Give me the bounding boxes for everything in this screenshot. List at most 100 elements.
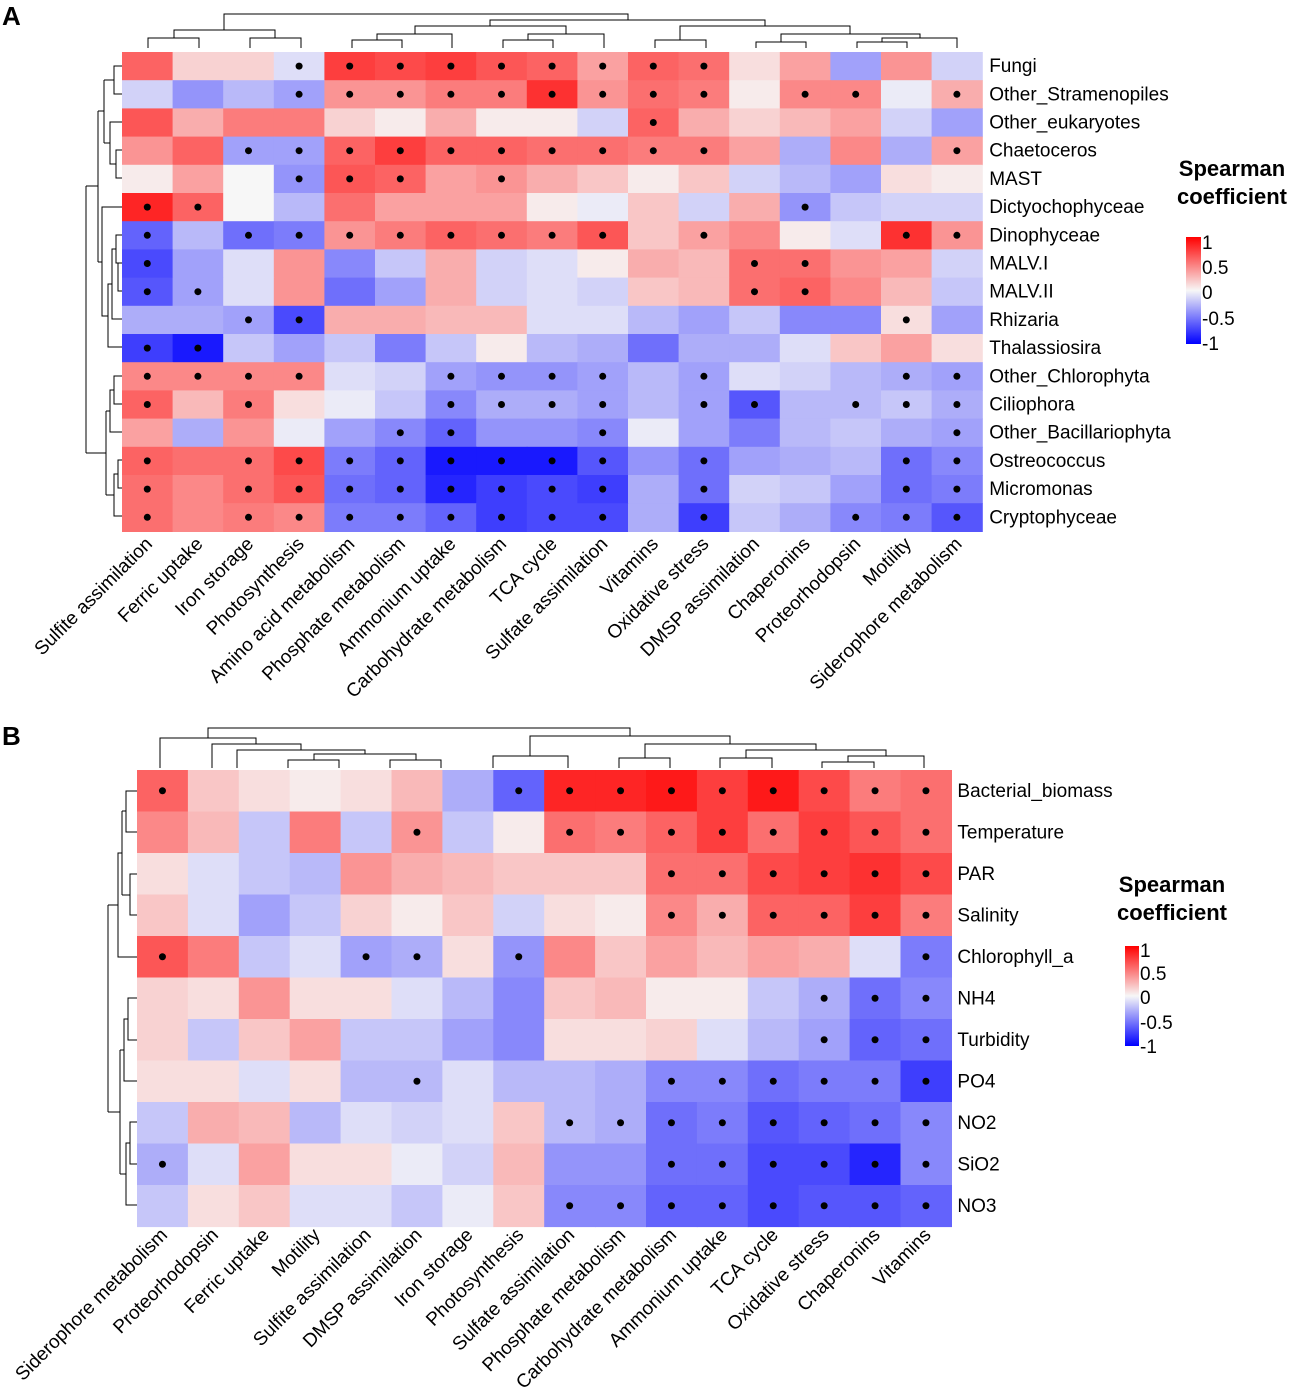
cell-temperature-motility	[289, 811, 342, 854]
significance-dot-ostreococcus-amino-acid-metabolism	[346, 457, 354, 465]
significance-dot-other-stramenopiles-siderophore-metabolism	[953, 90, 961, 98]
cell-par-dmsp-assimilation	[391, 853, 443, 896]
cell-par-phosphate-metabolism	[595, 853, 647, 896]
significance-dot-ostreococcus-sulfate-assimilation	[599, 457, 607, 465]
cell-other-eukaryotes-amino-acid-metabolism	[324, 108, 376, 138]
heatmap-b-legend: Spearman coefficient 1 0.5 0 -0.5 -1	[1117, 872, 1228, 1058]
significance-dot-ostreococcus-siderophore-metabolism	[953, 457, 961, 465]
legend-a-tick-1: 1	[1202, 233, 1213, 254]
significance-dot-bacterial-biomass-oxidative-stress	[820, 787, 828, 795]
cell-chlorophyll-a-ferric-uptake	[238, 936, 291, 979]
heatmap-a-column-dendrogram	[147, 13, 958, 48]
cell-no3-ferric-uptake	[238, 1185, 291, 1228]
significance-dot-other-stramenopiles-tca-cycle	[548, 90, 556, 98]
significance-dot-ciliophora-iron-storage	[245, 401, 252, 408]
panel-label-a: A	[2, 1, 21, 31]
significance-dot-ostreococcus-phosphate-metabolism	[396, 457, 404, 465]
row-label-salinity: Salinity	[957, 905, 1019, 926]
cell-dictyochophyceae-photosynthesis	[273, 193, 325, 222]
significance-dot-other-bacillariophyta-phosphate-metabolism	[396, 429, 404, 437]
cell-dictyochophyceae-phosphate-metabolism	[375, 193, 427, 222]
legend-b-tick-0.5: 0.5	[1140, 964, 1166, 985]
cell-rhizaria-chaperonins	[779, 305, 831, 335]
significance-dot-temperature-vitamins	[922, 828, 930, 836]
cell-other-eukaryotes-motility	[881, 108, 933, 138]
significance-dot-dictyochophyceae-sulfite-assimilation	[143, 203, 151, 211]
cell-malv-i-ammonium-uptake	[425, 249, 477, 279]
significance-dot-fungi-oxidative-stress	[700, 62, 708, 70]
significance-dot-no3-carbohydrate-metabolism	[667, 1202, 675, 1210]
cell-other-eukaryotes-oxidative-stress	[678, 108, 730, 138]
significance-dot-no3-ammonium-uptake	[718, 1202, 726, 1210]
cell-chlorophyll-a-phosphate-metabolism	[595, 936, 647, 979]
cell-dictyochophyceae-proteorhodopsin	[830, 193, 882, 222]
row-label-sio2: SiO2	[957, 1154, 999, 1175]
cell-sio2-proteorhodopsin	[187, 1143, 240, 1186]
cell-thalassiosira-sulfate-assimilation	[577, 334, 629, 363]
cell-sio2-phosphate-metabolism	[595, 1143, 647, 1186]
cell-thalassiosira-iron-storage	[223, 334, 275, 363]
cell-po4-sulfite-assimilation	[340, 1060, 393, 1103]
cell-par-siderophore-metabolism	[137, 853, 189, 896]
significance-dot-rhizaria-iron-storage	[245, 316, 252, 324]
cell-micromonas-vitamins	[628, 475, 680, 504]
cell-po4-sulfate-assimilation	[544, 1060, 596, 1103]
significance-dot-cryptophyceae-phosphate-metabolism	[396, 513, 404, 521]
cell-par-motility	[289, 853, 342, 896]
significance-dot-sio2-carbohydrate-metabolism	[667, 1160, 675, 1168]
cell-dictyochophyceae-carbohydrate-metabolism	[476, 193, 528, 222]
cell-nh4-carbohydrate-metabolism	[646, 977, 698, 1020]
row-label-other-bacillariophyta: Other_Bacillariophyta	[989, 423, 1171, 444]
significance-dot-thalassiosira-sulfite-assimilation	[143, 344, 151, 352]
row-label-par: PAR	[957, 864, 995, 885]
cell-par-sulfite-assimilation	[340, 853, 393, 896]
significance-dot-malv-i-dmsp-assimilation	[751, 260, 758, 267]
cell-no2-motility	[289, 1102, 342, 1145]
significance-dot-dinophyceae-tca-cycle	[548, 231, 556, 239]
significance-dot-po4-chaperonins	[871, 1077, 879, 1085]
significance-dot-po4-tca-cycle	[769, 1077, 777, 1085]
cell-rhizaria-dmsp-assimilation	[729, 305, 781, 335]
cell-other-eukaryotes-dmsp-assimilation	[729, 108, 781, 138]
cell-turbidity-sulfate-assimilation	[544, 1019, 596, 1062]
significance-dot-sio2-tca-cycle	[769, 1160, 777, 1168]
cell-salinity-proteorhodopsin	[187, 894, 240, 937]
significance-dot-chlorophyll-a-siderophore-metabolism	[158, 953, 166, 961]
cell-malv-i-carbohydrate-metabolism	[476, 249, 528, 279]
significance-dot-other-chlorophyta-tca-cycle	[548, 372, 556, 380]
significance-dot-chlorophyll-a-photosynthesis	[515, 953, 523, 961]
cell-cryptophyceae-dmsp-assimilation	[729, 503, 781, 532]
cell-other-bacillariophyta-dmsp-assimilation	[729, 418, 781, 448]
significance-dot-bacterial-biomass-phosphate-metabolism	[617, 787, 625, 795]
cell-mast-siderophore-metabolism	[931, 164, 983, 194]
significance-dot-ostreococcus-motility	[902, 457, 910, 465]
cell-po4-photosynthesis	[493, 1060, 545, 1103]
cell-malv-ii-iron-storage	[223, 277, 275, 307]
significance-dot-chaetoceros-iron-storage	[245, 147, 252, 155]
cell-ciliophora-photosynthesis	[273, 390, 325, 420]
significance-dot-other-stramenopiles-oxidative-stress	[700, 90, 708, 98]
cell-salinity-motility	[289, 894, 342, 937]
significance-dot-turbidity-oxidative-stress	[820, 1036, 828, 1044]
cell-chaetoceros-sulfite-assimilation	[122, 136, 174, 166]
significance-dot-cryptophyceae-ammonium-uptake	[447, 513, 455, 521]
cell-other-bacillariophyta-proteorhodopsin	[830, 418, 882, 448]
cell-no3-motility	[289, 1185, 342, 1228]
cell-nh4-sulfate-assimilation	[544, 977, 596, 1020]
significance-dot-turbidity-vitamins	[922, 1036, 930, 1044]
heatmap-a: Fungi Other_Stramenopiles Other_eukaryotes…	[31, 13, 1288, 702]
row-label-rhizaria: Rhizaria	[989, 310, 1059, 331]
cell-other-chlorophyta-vitamins	[628, 362, 680, 391]
cell-mast-dmsp-assimilation	[729, 164, 781, 194]
cell-other-eukaryotes-proteorhodopsin	[830, 108, 882, 138]
cell-fungi-sulfite-assimilation	[122, 52, 174, 81]
heatmap-a-row-labels: Fungi Other_Stramenopiles Other_eukaryotes…	[989, 56, 1171, 528]
cell-temperature-ferric-uptake	[238, 811, 291, 854]
significance-dot-micromonas-sulfate-assimilation	[599, 485, 607, 493]
cell-other-bacillariophyta-motility	[881, 418, 933, 448]
cell-other-eukaryotes-siderophore-metabolism	[931, 108, 983, 138]
significance-dot-malv-i-sulfite-assimilation	[143, 260, 151, 267]
cell-cryptophyceae-ferric-uptake	[172, 503, 224, 532]
cell-other-bacillariophyta-tca-cycle	[526, 418, 578, 448]
